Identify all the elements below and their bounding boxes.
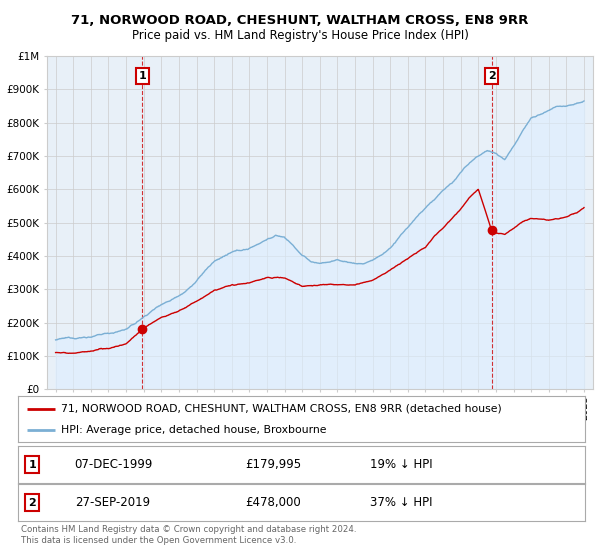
Text: 2: 2 <box>488 71 496 81</box>
Text: 27-SEP-2019: 27-SEP-2019 <box>75 496 150 509</box>
Text: HPI: Average price, detached house, Broxbourne: HPI: Average price, detached house, Brox… <box>61 425 326 435</box>
Text: 2: 2 <box>28 498 36 507</box>
Text: Contains HM Land Registry data © Crown copyright and database right 2024.
This d: Contains HM Land Registry data © Crown c… <box>21 525 356 545</box>
Text: 1: 1 <box>28 460 36 469</box>
Text: 37% ↓ HPI: 37% ↓ HPI <box>370 496 432 509</box>
Text: 71, NORWOOD ROAD, CHESHUNT, WALTHAM CROSS, EN8 9RR (detached house): 71, NORWOOD ROAD, CHESHUNT, WALTHAM CROS… <box>61 404 501 414</box>
Text: 1: 1 <box>139 71 146 81</box>
Text: 07-DEC-1999: 07-DEC-1999 <box>75 458 153 471</box>
Text: £478,000: £478,000 <box>245 496 301 509</box>
Text: 71, NORWOOD ROAD, CHESHUNT, WALTHAM CROSS, EN8 9RR: 71, NORWOOD ROAD, CHESHUNT, WALTHAM CROS… <box>71 14 529 27</box>
Text: £179,995: £179,995 <box>245 458 301 471</box>
Text: Price paid vs. HM Land Registry's House Price Index (HPI): Price paid vs. HM Land Registry's House … <box>131 29 469 42</box>
Text: 19% ↓ HPI: 19% ↓ HPI <box>370 458 432 471</box>
